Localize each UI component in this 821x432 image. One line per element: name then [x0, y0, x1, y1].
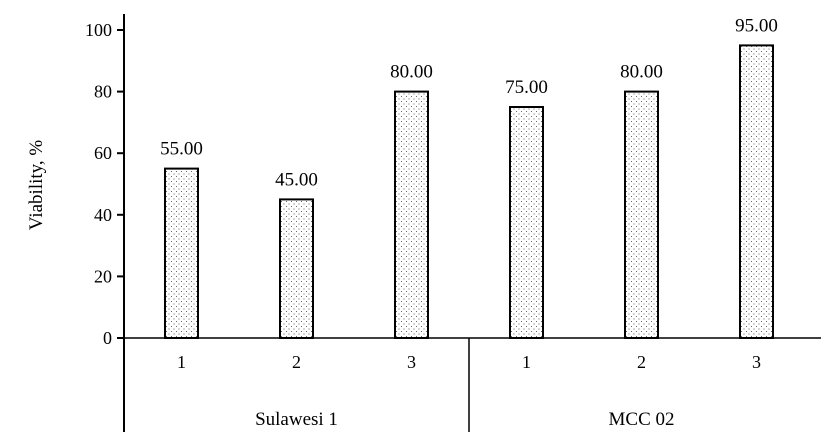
bar-value-label: 75.00 [505, 77, 548, 98]
bar-value-label: 95.00 [735, 15, 778, 36]
x-tick-label: 3 [407, 352, 416, 372]
x-axis: 1 2 3 1 2 3 Sulawesi 1 MCC 02 [124, 337, 821, 432]
bar [164, 167, 199, 339]
y-axis: 0 20 40 60 80 100 [85, 14, 125, 432]
bar-value-label: 45.00 [275, 169, 318, 190]
group-label: Sulawesi 1 [255, 409, 338, 430]
bars: 55.00 45.00 80.00 75.00 80.00 95.00 [160, 15, 778, 340]
y-tick-label: 0 [103, 328, 112, 348]
bar [509, 106, 544, 339]
group-label: MCC 02 [609, 409, 675, 430]
x-tick-label: 3 [752, 352, 761, 372]
y-tick-label: 40 [94, 205, 112, 225]
x-tick-label: 1 [177, 352, 186, 372]
bar [279, 198, 314, 339]
bar-value-label: 80.00 [390, 62, 433, 83]
y-tick-label: 80 [94, 82, 112, 102]
y-tick-label: 20 [94, 266, 112, 286]
bar-value-label: 55.00 [160, 139, 203, 160]
bar [394, 90, 429, 339]
x-tick-label: 2 [292, 352, 301, 372]
x-tick-label: 1 [522, 352, 531, 372]
bar [739, 44, 774, 340]
y-axis-label: Viability, % [26, 140, 47, 231]
x-tick-label: 2 [637, 352, 646, 372]
y-tick-label: 60 [94, 143, 112, 163]
y-tick-label: 100 [85, 20, 112, 40]
bar [624, 90, 659, 339]
bar-value-label: 80.00 [620, 62, 663, 83]
